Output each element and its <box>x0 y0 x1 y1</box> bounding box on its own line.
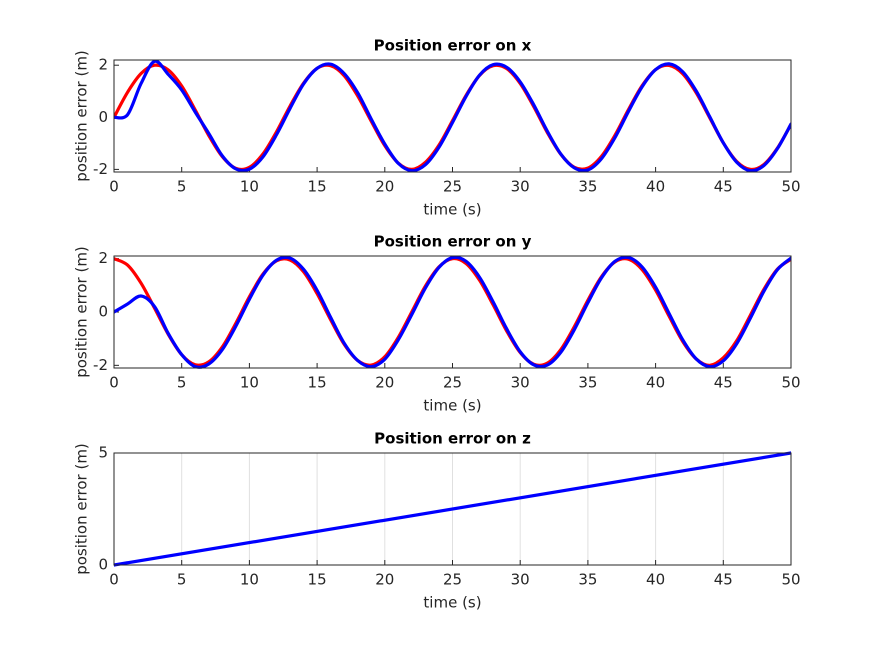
chart-title: Position error on y <box>374 233 532 251</box>
y-axis-label: position error (m) <box>73 50 91 182</box>
x-tick-label: 45 <box>714 178 733 196</box>
x-tick-label: 25 <box>443 374 462 392</box>
x-tick-label: 40 <box>646 178 665 196</box>
x-tick-label: 35 <box>578 571 597 589</box>
chart-title: Position error on x <box>374 37 532 55</box>
y-tick-label: 0 <box>98 556 108 574</box>
x-tick-label: 0 <box>109 571 119 589</box>
axes-box <box>113 452 792 566</box>
y-tick-label: -2 <box>93 356 108 374</box>
y-tick-label: 0 <box>98 108 108 126</box>
x-tick-label: 30 <box>511 178 530 196</box>
x-axis-label: time (s) <box>423 594 481 612</box>
x-tick-label: 35 <box>578 374 597 392</box>
chart-title: Position error on z <box>374 430 531 448</box>
x-tick-label: 5 <box>177 374 187 392</box>
x-tick-label: 10 <box>240 178 259 196</box>
y-tick-label: 0 <box>98 303 108 321</box>
axes-box <box>113 59 792 173</box>
y-tick-label: -2 <box>93 160 108 178</box>
x-tick-label: 30 <box>511 374 530 392</box>
y-tick-label: 2 <box>98 249 108 267</box>
x-tick-label: 20 <box>375 571 394 589</box>
data-line <box>114 451 791 567</box>
x-tick-label: 35 <box>578 178 597 196</box>
x-tick-label: 5 <box>177 178 187 196</box>
y-tick-label: 2 <box>98 56 108 74</box>
x-axis-label: time (s) <box>423 201 481 219</box>
x-tick-label: 40 <box>646 374 665 392</box>
x-tick-label: 10 <box>240 374 259 392</box>
x-tick-label: 25 <box>443 571 462 589</box>
x-tick-label: 50 <box>781 178 800 196</box>
x-tick-label: 45 <box>714 571 733 589</box>
x-tick-label: 45 <box>714 374 733 392</box>
x-tick-label: 5 <box>177 571 187 589</box>
x-tick-label: 15 <box>308 571 327 589</box>
y-axis-label: position error (m) <box>73 246 91 378</box>
x-tick-label: 50 <box>781 571 800 589</box>
x-tick-label: 25 <box>443 178 462 196</box>
x-tick-label: 50 <box>781 374 800 392</box>
axes-box <box>113 255 792 369</box>
x-tick-label: 15 <box>308 374 327 392</box>
x-tick-label: 40 <box>646 571 665 589</box>
x-tick-label: 0 <box>109 374 119 392</box>
data-line <box>114 59 791 173</box>
data-line <box>114 255 791 369</box>
x-tick-label: 30 <box>511 571 530 589</box>
x-tick-label: 10 <box>240 571 259 589</box>
x-tick-label: 0 <box>109 178 119 196</box>
x-tick-label: 15 <box>308 178 327 196</box>
x-axis-label: time (s) <box>423 397 481 415</box>
x-tick-label: 20 <box>375 374 394 392</box>
y-axis-label: position error (m) <box>73 443 91 575</box>
y-tick-label: 5 <box>98 444 108 462</box>
x-tick-label: 20 <box>375 178 394 196</box>
